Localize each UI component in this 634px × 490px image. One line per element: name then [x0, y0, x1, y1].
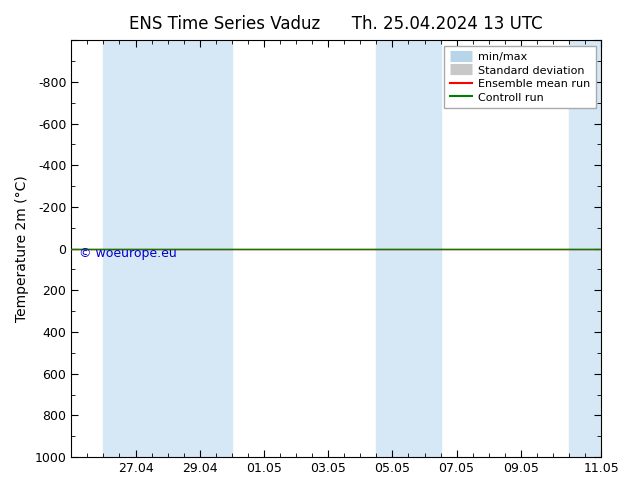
- Bar: [377, 40, 441, 457]
- Bar: [167, 40, 232, 457]
- Title: ENS Time Series Vaduz      Th. 25.04.2024 13 UTC: ENS Time Series Vaduz Th. 25.04.2024 13 …: [129, 15, 543, 33]
- Legend: min/max, Standard deviation, Ensemble mean run, Controll run: min/max, Standard deviation, Ensemble me…: [444, 46, 595, 108]
- Bar: [569, 40, 601, 457]
- Text: © woeurope.eu: © woeurope.eu: [79, 246, 177, 260]
- Bar: [103, 40, 167, 457]
- Y-axis label: Temperature 2m (°C): Temperature 2m (°C): [15, 175, 29, 322]
